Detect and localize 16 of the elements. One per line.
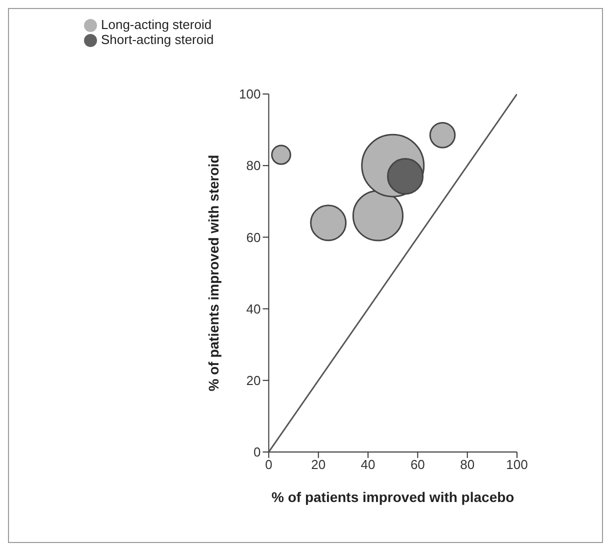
legend-label: Short-acting steroid bbox=[101, 32, 214, 48]
y-tick-label: 40 bbox=[246, 301, 261, 316]
x-tick-label: 20 bbox=[311, 457, 326, 472]
x-tick-label: 80 bbox=[460, 457, 475, 472]
legend-label: Long-acting steroid bbox=[101, 17, 212, 32]
y-tick-label: 100 bbox=[239, 86, 261, 102]
y-tick-label: 0 bbox=[254, 444, 261, 460]
y-axis-title: % of patients improved with steroid bbox=[206, 154, 222, 392]
y-tick-label: 80 bbox=[246, 158, 261, 174]
x-tick-label: 60 bbox=[410, 457, 425, 472]
x-axis-title: % of patients improved with placebo bbox=[272, 489, 514, 505]
x-tick-label: 40 bbox=[360, 457, 376, 472]
y-tick-label: 20 bbox=[246, 373, 261, 388]
y-tick-label: 60 bbox=[246, 230, 261, 245]
x-tick-label: 0 bbox=[265, 457, 272, 472]
x-tick-label: 100 bbox=[506, 457, 528, 472]
